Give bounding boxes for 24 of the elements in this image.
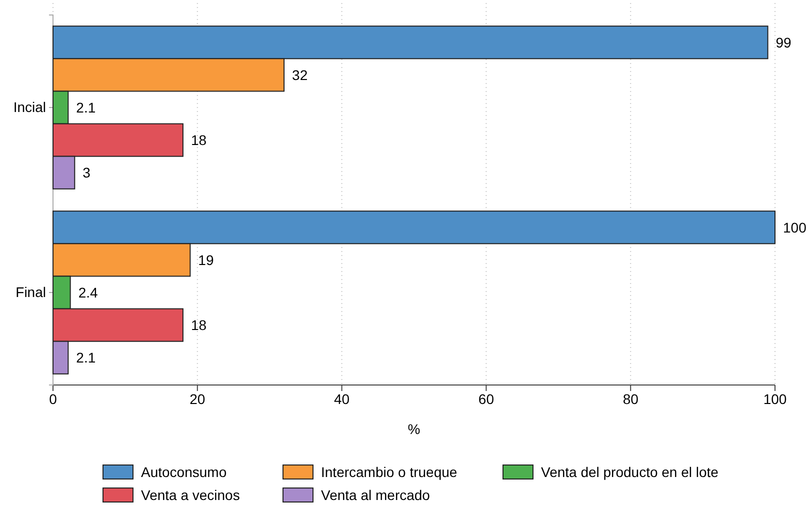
data-label: 3 bbox=[82, 164, 91, 181]
data-label: 32 bbox=[292, 66, 308, 83]
x-axis-title: % bbox=[408, 421, 420, 437]
data-label: 18 bbox=[190, 132, 207, 148]
y-tick-label: Final bbox=[16, 284, 46, 300]
x-tick-label: 40 bbox=[334, 390, 350, 407]
legend-label: Venta a vecinos bbox=[141, 486, 240, 503]
x-tick-label: 20 bbox=[190, 390, 206, 407]
data-label: 18 bbox=[190, 316, 207, 333]
data-label: 99 bbox=[776, 34, 792, 50]
legend-label: Intercambio o trueque bbox=[321, 464, 458, 480]
data-label: 19 bbox=[198, 252, 214, 268]
y-tick-label: Incial bbox=[13, 98, 46, 115]
x-tick-label: 100 bbox=[763, 390, 787, 407]
data-label: 2.4 bbox=[78, 284, 98, 300]
x-tick-label: 80 bbox=[622, 390, 639, 407]
x-tick-label: 60 bbox=[478, 390, 494, 407]
legend-label: Venta al mercado bbox=[321, 486, 430, 503]
data-label: 2.1 bbox=[76, 350, 96, 366]
data-label: 2.1 bbox=[76, 99, 96, 116]
x-tick-label: 0 bbox=[49, 390, 58, 407]
data-label: 100 bbox=[783, 219, 807, 236]
legend-label: Autoconsumo bbox=[141, 464, 227, 480]
legend-label: Venta del producto en el lote bbox=[541, 464, 719, 480]
